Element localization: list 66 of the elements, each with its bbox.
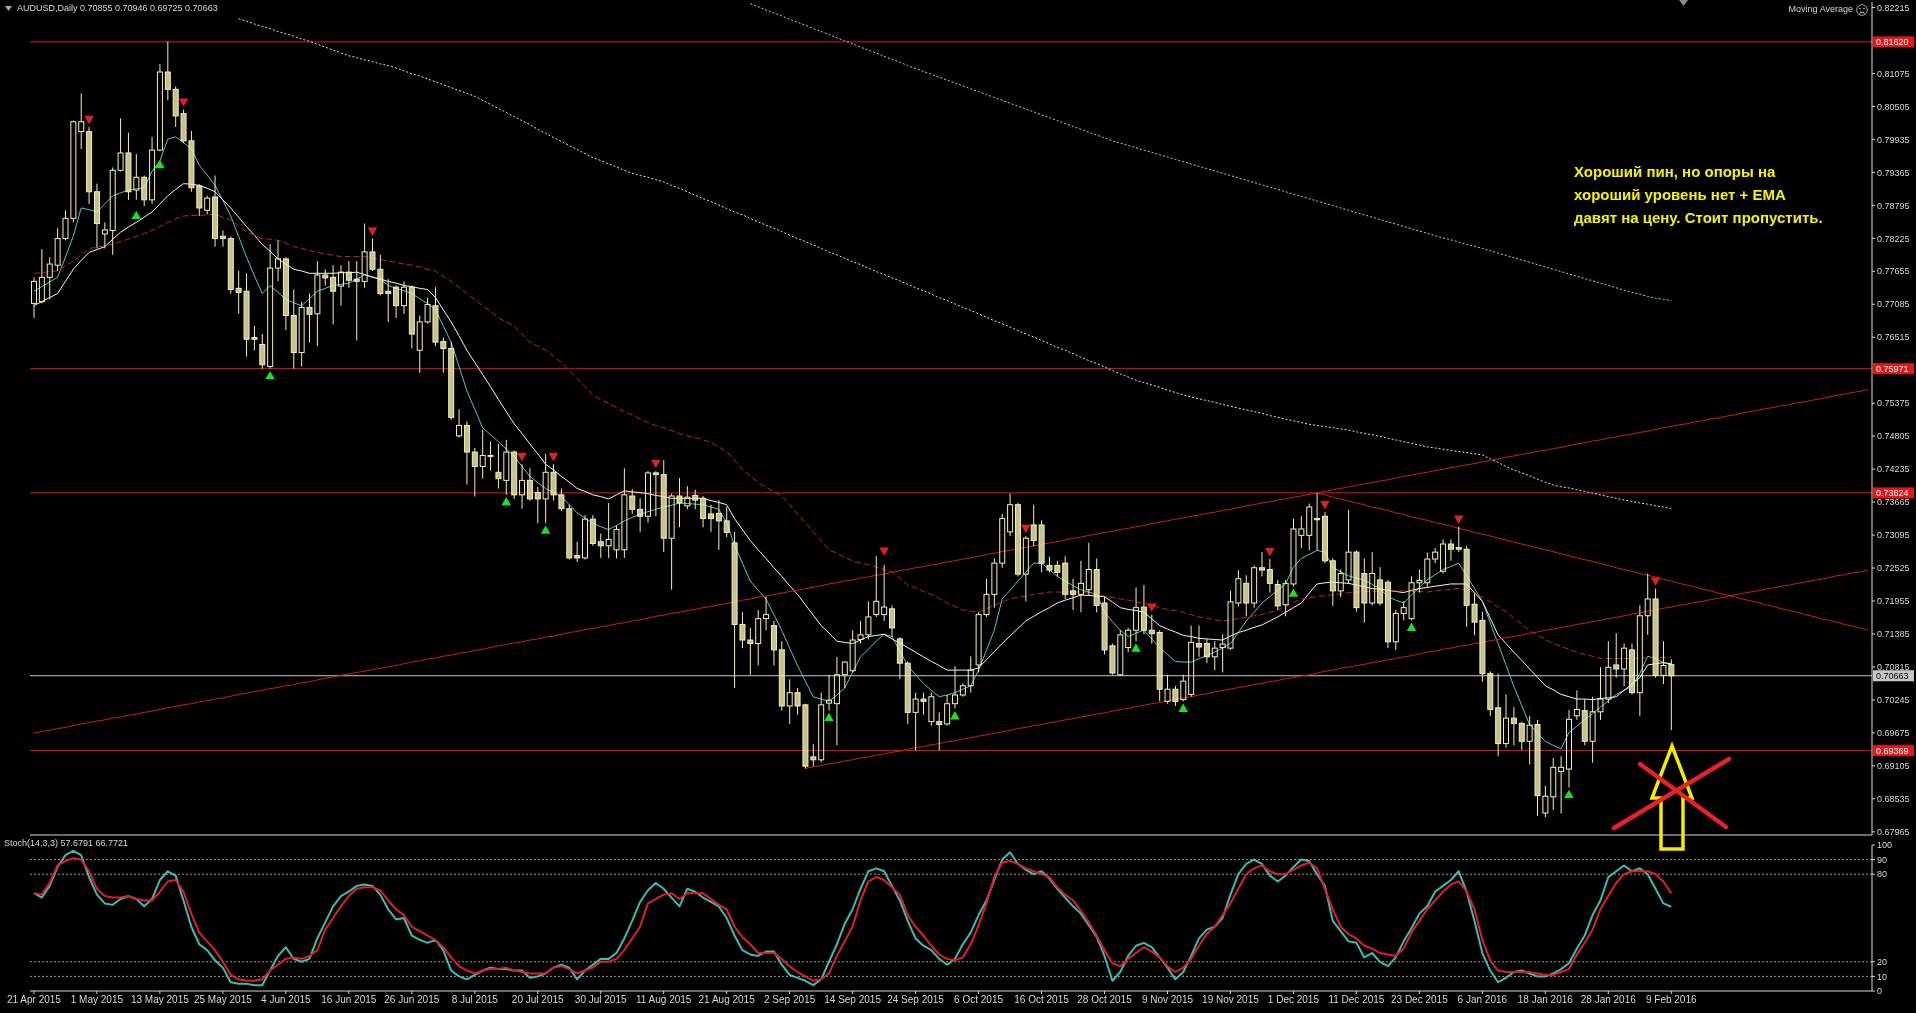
x-tick-label: 28 Oct 2015 xyxy=(1077,994,1133,1006)
x-tick-label: 1 Dec 2015 xyxy=(1267,994,1320,1006)
x-tick-label: 6 Jan 2016 xyxy=(1457,994,1508,1006)
y-tick-label: 0.82215 xyxy=(1877,2,1910,13)
y-tick-label: 0.68535 xyxy=(1877,794,1910,805)
x-tick-label: 16 Jun 2015 xyxy=(321,994,377,1006)
ref-line-label: 0.70663 xyxy=(1876,670,1909,681)
x-tick-label: 30 Jul 2015 xyxy=(574,994,627,1006)
x-tick-label: 11 Aug 2015 xyxy=(635,994,692,1006)
x-tick-label: 9 Feb 2016 xyxy=(1645,994,1697,1006)
x-tick-label: 20 Jul 2015 xyxy=(511,994,565,1006)
x-tick-label: 23 Dec 2015 xyxy=(1391,994,1449,1006)
x-tick-label: 1 May 2015 xyxy=(70,994,124,1006)
x-tick-label: 21 Aug 2015 xyxy=(698,994,756,1006)
y-tick-label: 0.73095 xyxy=(1877,530,1910,541)
y-tick-label: 0.75375 xyxy=(1877,398,1910,409)
chart-title: AUDUSD,Daily 0.70855 0.70946 0.69725 0.70663 xyxy=(17,3,218,14)
y-tick-label: 0.78225 xyxy=(1877,233,1910,244)
ref-line-label: 0.81620 xyxy=(1876,37,1909,48)
y-tick-label: 100 xyxy=(1877,840,1893,851)
y-tick-label: 0.79365 xyxy=(1877,167,1910,178)
y-tick-label: 0.74235 xyxy=(1877,464,1910,475)
ref-line-label: 0.73824 xyxy=(1876,488,1909,499)
y-tick-label: 0.79935 xyxy=(1877,134,1910,145)
y-tick-label: 0.72525 xyxy=(1877,563,1910,574)
x-tick-label: 28 Jan 2016 xyxy=(1580,994,1637,1006)
x-tick-label: 11 Dec 2015 xyxy=(1328,994,1385,1006)
x-tick-label: 9 Nov 2015 xyxy=(1141,994,1194,1006)
y-tick-label: 0.76515 xyxy=(1877,332,1910,343)
y-tick-label: 20 xyxy=(1877,956,1888,967)
y-tick-label: 0.69675 xyxy=(1877,728,1910,739)
y-tick-label: 0.71955 xyxy=(1877,596,1910,607)
y-tick-label: 0.71385 xyxy=(1877,629,1910,640)
y-tick-label: 0.70245 xyxy=(1877,695,1910,706)
y-tick-label: 0.77085 xyxy=(1877,299,1910,310)
x-tick-label: 8 Jul 2015 xyxy=(451,994,499,1006)
y-tick-label: 10 xyxy=(1877,971,1888,982)
y-tick-label: 0.74805 xyxy=(1877,431,1910,442)
y-tick-label: 0.70815 xyxy=(1877,662,1910,673)
x-tick-label: 21 Apr 2015 xyxy=(6,994,62,1006)
x-tick-label: 2 Sep 2015 xyxy=(764,994,816,1006)
y-tick-label: 0.67965 xyxy=(1877,827,1910,838)
y-tick-label: 0.78795 xyxy=(1877,200,1910,211)
x-tick-label: 24 Sep 2015 xyxy=(887,994,945,1006)
ref-line-label: 0.75971 xyxy=(1876,363,1909,374)
y-tick-label: 0.69105 xyxy=(1877,761,1910,772)
x-tick-label: 19 Nov 2015 xyxy=(1202,994,1260,1006)
x-tick-label: 25 May 2015 xyxy=(193,994,253,1006)
x-tick-label: 18 Jan 2016 xyxy=(1517,994,1574,1006)
y-tick-label: 90 xyxy=(1877,854,1888,865)
x-tick-label: 16 Oct 2015 xyxy=(1014,994,1070,1006)
x-tick-label: 26 Jun 2015 xyxy=(384,994,440,1006)
y-tick-label: 80 xyxy=(1877,869,1888,880)
y-tick-label: 0.77655 xyxy=(1877,266,1910,277)
y-tick-label: 0.80505 xyxy=(1877,101,1910,112)
x-tick-label: 4 Jun 2015 xyxy=(261,994,312,1006)
annotation: Хороший пин, но опоры на хороший уровень нет + EMA давят на цену. Стоит пропустить. xyxy=(1574,162,1823,228)
y-tick-label: 0.73665 xyxy=(1877,497,1910,508)
x-tick-label: 13 May 2015 xyxy=(130,994,190,1006)
y-tick-label: 0 xyxy=(1877,986,1883,997)
y-tick-label: 0.81075 xyxy=(1877,68,1910,79)
annotation: Moving Average xyxy=(1788,4,1853,15)
chart-title: Stoch(14,3,3) 57.6791 66.7721 xyxy=(4,838,129,849)
x-tick-label: 14 Sep 2015 xyxy=(824,994,882,1006)
ref-line-label: 0.69369 xyxy=(1876,745,1909,756)
x-tick-label: 6 Oct 2015 xyxy=(954,994,1004,1006)
